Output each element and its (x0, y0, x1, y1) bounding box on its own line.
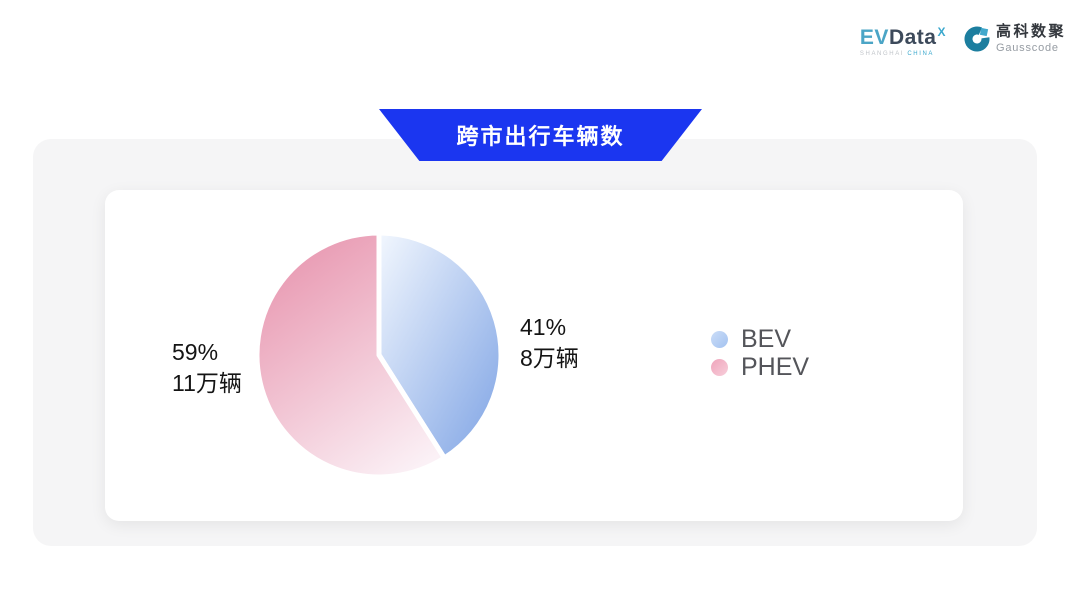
page-title: 跨市出行车辆数 (456, 124, 625, 149)
legend-swatch-phev-icon (711, 359, 728, 376)
bev-value-label: 8万辆 (520, 345, 579, 371)
pie-slice-phev[interactable] (254, 230, 447, 480)
bev-data-label: 41% 8万辆 (520, 312, 579, 374)
phev-data-label: 59% 11万辆 (172, 337, 242, 399)
legend-item-bev[interactable]: BEV (711, 325, 809, 353)
gausscode-logo: 高科数聚 Gausscode (964, 23, 1066, 54)
gausscode-logo-icon (964, 26, 990, 52)
title-banner: 跨市出行车辆数 (379, 109, 702, 161)
chart-card: 59% 11万辆 41% 8万辆 BEV PHEV (105, 190, 963, 521)
evdata-logo-text: EVDataX (860, 26, 946, 48)
phev-value-label: 11万辆 (172, 370, 242, 396)
gausscode-en-text: Gausscode (995, 41, 1059, 54)
header-logos: EVDataX SHANGHAI CHINA 高科数聚 Gausscode (860, 23, 1066, 57)
bev-percent-label: 41% (520, 314, 567, 340)
pie-chart (254, 230, 504, 480)
legend-label-bev: BEV (741, 325, 792, 353)
evdata-ev-text: EV (859, 26, 889, 49)
evdata-caption-left: SHANGHAI (859, 51, 905, 57)
legend-item-phev[interactable]: PHEV (711, 353, 810, 381)
legend: BEV PHEV (711, 325, 810, 381)
gausscode-logo-text: 高科数聚 Gausscode (995, 23, 1066, 54)
evdata-logo: EVDataX SHANGHAI CHINA (860, 24, 946, 57)
phev-percent-label: 59% (172, 339, 219, 365)
evdata-caption: SHANGHAI CHINA (860, 51, 946, 57)
evdata-caption-right: CHINA (907, 51, 935, 57)
gausscode-cn-text: 高科数聚 (995, 23, 1066, 40)
legend-swatch-bev-icon (711, 331, 728, 348)
evdata-data-text: Data (888, 26, 937, 49)
legend-label-phev: PHEV (741, 353, 810, 381)
evdata-x-icon: X (937, 25, 946, 39)
